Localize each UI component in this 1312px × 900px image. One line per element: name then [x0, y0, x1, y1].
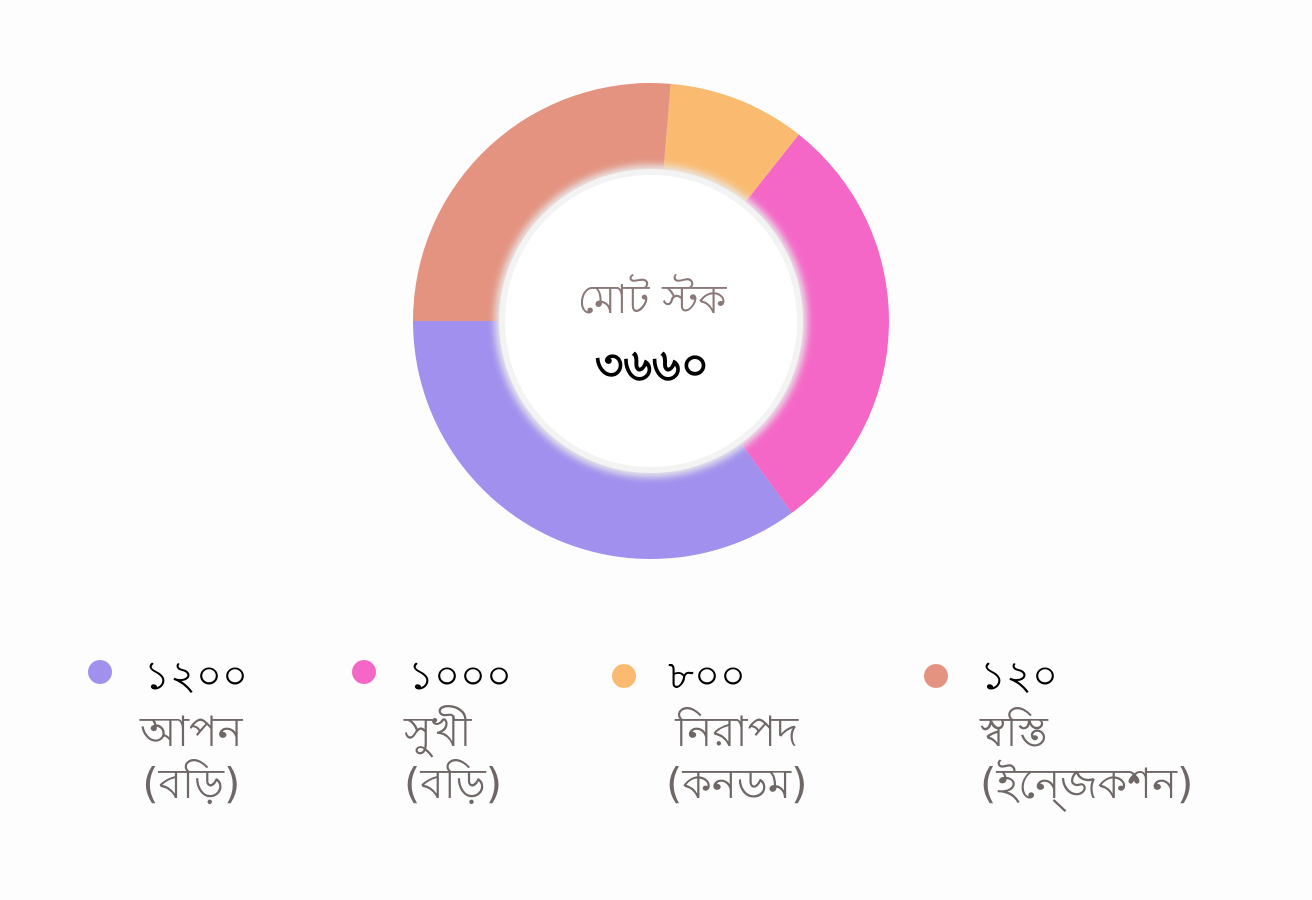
legend-name-nirapod-line2: (কনডম) [666, 759, 808, 808]
legend-name-sukhi-line2: (বড়ি) [404, 759, 503, 808]
legend-name-nirapod-line1: নিরাপদ [675, 707, 799, 756]
legend-name-apon-line1: আপন [140, 707, 243, 756]
donut-slice-sukhi [739, 134, 889, 513]
legend-name-nirapod: নিরাপদ (কনডম) [666, 706, 807, 810]
legend-dot-nirapod [612, 664, 636, 688]
legend-value-sukhi: ১০০০ [408, 653, 512, 699]
legend-item-sukhi: ১০০০ সুখী (বড়ি) [352, 644, 672, 844]
legend-name-apon: আপন (বড়ি) [140, 706, 243, 810]
legend-name-shwosti-line2: (ইন্জেকশন) [980, 759, 1194, 808]
legend-value-apon: ১২০০ [144, 653, 248, 699]
center-total-value: ৩৬৬০ [594, 340, 710, 391]
legend-name-sukhi-line1: সুখী [404, 707, 472, 756]
legend-name-sukhi: সুখী (বড়ি) [404, 706, 502, 810]
legend-value-shwosti: ১২০ [980, 653, 1058, 699]
legend-dot-sukhi [352, 660, 376, 684]
legend-item-nirapod: ৮০০ নিরাপদ (কনডম) [612, 644, 932, 844]
center-label: মোট স্টক [577, 277, 727, 323]
donut-hole [505, 175, 797, 467]
legend-dot-shwosti [924, 664, 948, 688]
legend-value-nirapod: ৮০০ [668, 653, 746, 699]
donut-chart [413, 83, 889, 559]
legend-dot-apon [88, 660, 112, 684]
legend-item-shwosti: ১২০ স্বস্তি (ইন্জেকশন) [924, 644, 1244, 844]
legend-name-shwosti: স্বস্তি (ইন্জেকশন) [980, 706, 1193, 810]
legend-item-apon: ১২০০ আপন (বড়ি) [88, 644, 408, 844]
legend-name-shwosti-line1: স্বস্তি [980, 707, 1048, 756]
legend-name-apon-line2: (বড়ি) [142, 759, 241, 808]
donut-slice-shwosti [413, 83, 671, 322]
